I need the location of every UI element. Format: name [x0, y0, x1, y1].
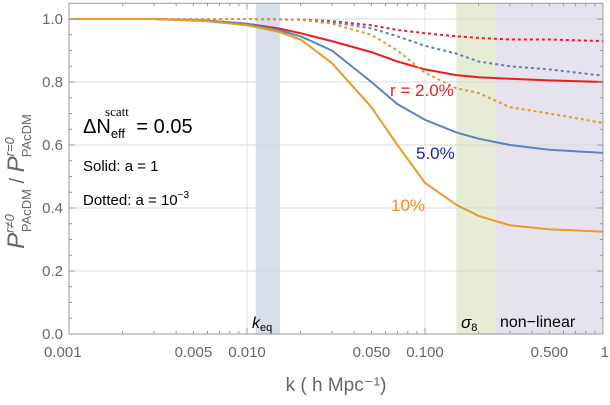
y-tick-label: 0.8 — [42, 74, 63, 91]
x-tick-label: 0.005 — [175, 344, 213, 361]
non-linear-label: non−linear — [500, 314, 576, 331]
y-tick-label: 0.2 — [42, 263, 63, 280]
x-axis-label: k ( h Mpc⁻¹) — [286, 375, 387, 396]
band-keq — [255, 3, 280, 334]
dotted-annotation: Dotted: a = 10−3 — [83, 190, 189, 209]
solid-annotation: Solid: a = 1 — [83, 158, 158, 175]
band-non-linear — [495, 3, 603, 334]
y-tick-label: 0.6 — [42, 137, 63, 154]
axes — [68, 2, 604, 335]
x-tick-label: 0.100 — [406, 344, 444, 361]
series-label-2: r = 2.0% — [390, 81, 454, 100]
series-line-solid-10 — [69, 18, 604, 233]
delta-neff-annotation: ΔNeffscatt = 0.05 — [83, 104, 193, 141]
x-tick-label: 0.001 — [44, 344, 82, 361]
band-sigma8 — [456, 3, 496, 334]
x-tick-label: 0.010 — [228, 344, 266, 361]
x-tick-label: 1 — [601, 344, 609, 361]
series-label-10: 10% — [391, 196, 425, 215]
annotations: keq σ8 non−linear r = 2.0% 5.0% 10% ΔNeffscatt… — [83, 81, 576, 334]
series-label-5: 5.0% — [416, 144, 455, 163]
series-lines — [69, 18, 604, 233]
y-tick-label: 0.0 — [42, 326, 63, 343]
y-axis-label: Pr≠0 PAcDM / Pr=0 PAcDM — [2, 114, 34, 249]
series-line-dotted-10 — [69, 18, 604, 124]
sigma8-label: σ8 — [461, 313, 477, 334]
y-tick-label: 1.0 — [42, 11, 63, 28]
y-tick-label: 0.4 — [42, 200, 63, 217]
bands — [255, 3, 603, 334]
x-tick-label: 0.050 — [353, 344, 391, 361]
x-tick-label: 0.500 — [531, 344, 569, 361]
keq-label: keq — [252, 315, 272, 334]
tick-labels: 0.001 0.005 0.010 0.050 0.100 0.500 1 0.0 0.2 0.4… — [2, 11, 609, 396]
